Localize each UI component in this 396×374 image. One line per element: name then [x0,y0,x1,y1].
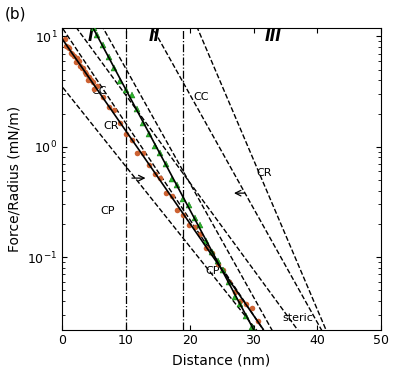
Text: II: II [149,29,160,44]
X-axis label: Distance (nm): Distance (nm) [173,353,271,367]
Text: CC: CC [91,86,107,96]
Text: III: III [264,29,281,44]
Text: CR: CR [257,168,272,178]
Text: CR: CR [104,121,119,131]
Text: I: I [88,29,94,44]
Text: CP: CP [206,266,220,276]
Text: (b): (b) [5,7,26,22]
Text: CC: CC [193,92,208,102]
Text: steric: steric [282,313,313,323]
Text: CP: CP [101,206,115,216]
Y-axis label: Force/Radius (mN/m): Force/Radius (mN/m) [8,105,22,252]
